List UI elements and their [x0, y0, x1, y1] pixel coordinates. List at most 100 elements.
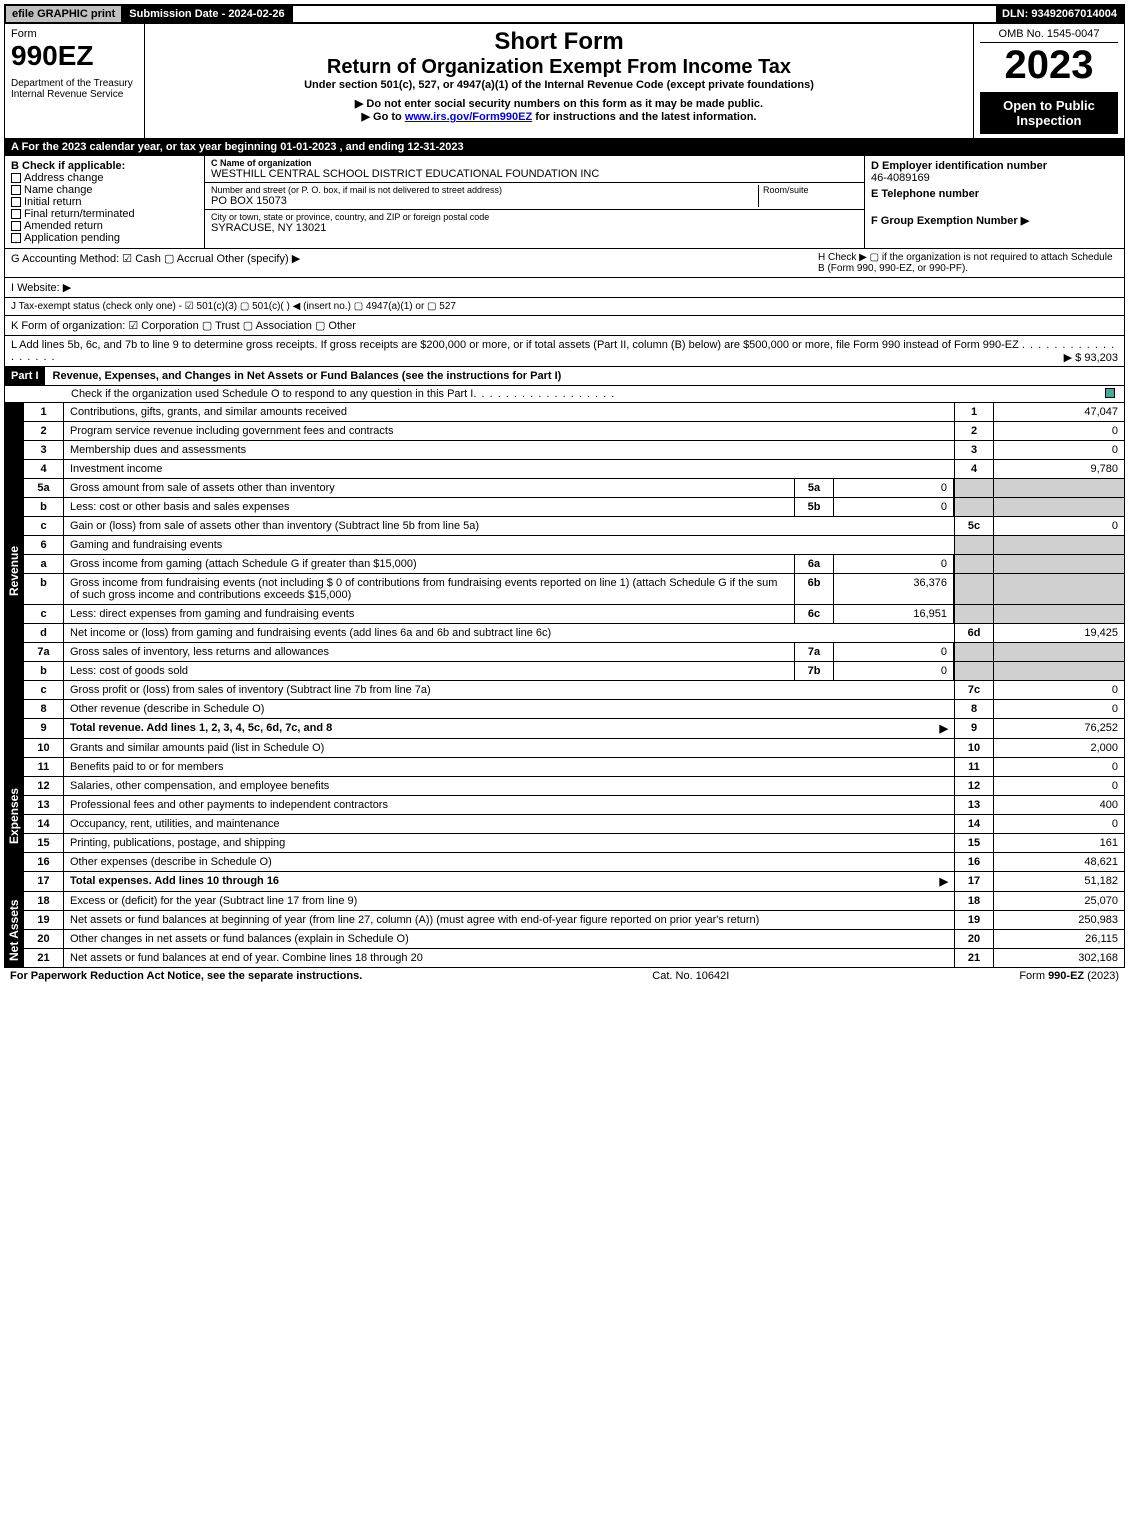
line-number: d [24, 624, 64, 642]
page-footer: For Paperwork Reduction Act Notice, see … [4, 968, 1125, 984]
line-k: K Form of organization: ☑ Corporation ▢ … [4, 316, 1125, 336]
result-value: 0 [994, 422, 1124, 440]
checkbox-icon[interactable] [11, 233, 21, 243]
result-line-number: 17 [954, 872, 994, 891]
result-line-number: 10 [954, 739, 994, 757]
line-row: 9Total revenue. Add lines 1, 2, 3, 4, 5c… [23, 719, 1125, 739]
form-number: 990EZ [11, 40, 138, 72]
result-line-number: 20 [954, 930, 994, 948]
line-row: 16Other expenses (describe in Schedule O… [23, 853, 1125, 872]
sub-line-value: 0 [834, 555, 954, 573]
result-line-number: 9 [954, 719, 994, 738]
c-label: C Name of organization [211, 158, 858, 168]
result-value: 48,621 [994, 853, 1124, 871]
line-number: c [24, 605, 64, 623]
line-row: bLess: cost or other basis and sales exp… [23, 498, 1125, 517]
ein: 46-4089169 [871, 172, 1118, 184]
line-number: 10 [24, 739, 64, 757]
line-row: 14Occupancy, rent, utilities, and mainte… [23, 815, 1125, 834]
line-description: Professional fees and other payments to … [64, 796, 954, 814]
result-value: 25,070 [994, 892, 1124, 910]
line-row: 5aGross amount from sale of assets other… [23, 479, 1125, 498]
line-row: 1Contributions, gifts, grants, and simil… [23, 403, 1125, 422]
result-line-number: 15 [954, 834, 994, 852]
line-number: 4 [24, 460, 64, 478]
top-bar: efile GRAPHIC print Submission Date - 20… [4, 4, 1125, 24]
irs-link[interactable]: www.irs.gov/Form990EZ [405, 111, 532, 123]
line-description: Program service revenue including govern… [64, 422, 954, 440]
result-line-number: 19 [954, 911, 994, 929]
line-description: Less: cost or other basis and sales expe… [64, 498, 794, 516]
line-description: Other expenses (describe in Schedule O) [64, 853, 954, 871]
checkbox-icon[interactable] [11, 185, 21, 195]
result-value: 0 [994, 517, 1124, 535]
result-value: 9,780 [994, 460, 1124, 478]
revenue-tab: Revenue [5, 403, 23, 739]
result-line-number: 11 [954, 758, 994, 776]
checkbox-icon[interactable] [11, 197, 21, 207]
result-value: 0 [994, 777, 1124, 795]
line-number: 3 [24, 441, 64, 459]
checkbox-icon[interactable] [11, 209, 21, 219]
sub-line-value: 16,951 [834, 605, 954, 623]
footer-right: Form 990-EZ (2023) [1019, 970, 1119, 982]
addr-label: Number and street (or P. O. box, if mail… [211, 185, 758, 195]
result-value: 400 [994, 796, 1124, 814]
result-value: 302,168 [994, 949, 1124, 967]
checkbox-icon[interactable] [11, 221, 21, 231]
checkbox-checked-icon[interactable] [1105, 388, 1115, 398]
line-row: bGross income from fundraising events (n… [23, 574, 1125, 605]
line-description: Net assets or fund balances at end of ye… [64, 949, 954, 967]
line-number: 16 [24, 853, 64, 871]
line-description: Salaries, other compensation, and employ… [64, 777, 954, 795]
line-row: 21Net assets or fund balances at end of … [23, 949, 1125, 968]
result-value: 0 [994, 758, 1124, 776]
efile-print[interactable]: efile GRAPHIC print [6, 6, 123, 22]
line-row: cGross profit or (loss) from sales of in… [23, 681, 1125, 700]
result-value: 0 [994, 441, 1124, 459]
line-number: 13 [24, 796, 64, 814]
form-header: Form 990EZ Department of the Treasury In… [4, 24, 1125, 139]
result-value: 51,182 [994, 872, 1124, 891]
omb: OMB No. 1545-0047 [980, 28, 1118, 43]
line-description: Other revenue (describe in Schedule O) [64, 700, 954, 718]
open-inspection: Open to Public Inspection [980, 92, 1118, 134]
sub-line-number: 5a [794, 479, 834, 497]
line-description: Gross income from fundraising events (no… [64, 574, 794, 604]
b-title: B Check if applicable: [11, 160, 198, 172]
checkbox-icon[interactable] [11, 173, 21, 183]
result-line-number: 3 [954, 441, 994, 459]
result-line-number: 7c [954, 681, 994, 699]
line-h: H Check ▶ ▢ if the organization is not r… [818, 252, 1118, 274]
line-row: 15Printing, publications, postage, and s… [23, 834, 1125, 853]
line-number: b [24, 498, 64, 516]
line-row: aGross income from gaming (attach Schedu… [23, 555, 1125, 574]
line-description: Total expenses. Add lines 10 through 16 … [64, 872, 954, 891]
b-opt: Name change [11, 184, 198, 196]
line-row: 8Other revenue (describe in Schedule O)8… [23, 700, 1125, 719]
result-value: 0 [994, 681, 1124, 699]
result-line-number: 6d [954, 624, 994, 642]
line-row: 10Grants and similar amounts paid (list … [23, 739, 1125, 758]
result-value: 0 [994, 815, 1124, 833]
line-row: cGain or (loss) from sale of assets othe… [23, 517, 1125, 536]
line-row: 13Professional fees and other payments t… [23, 796, 1125, 815]
line-number: 19 [24, 911, 64, 929]
line-a: A For the 2023 calendar year, or tax yea… [4, 139, 1125, 156]
b-opt: Final return/terminated [11, 208, 198, 220]
line-number: b [24, 662, 64, 680]
result-value: 0 [994, 700, 1124, 718]
line-row: 20Other changes in net assets or fund ba… [23, 930, 1125, 949]
line-row: 18Excess or (deficit) for the year (Subt… [23, 892, 1125, 911]
line-l: L Add lines 5b, 6c, and 7b to line 9 to … [4, 336, 1125, 367]
title-return: Return of Organization Exempt From Incom… [151, 56, 967, 79]
footer-left: For Paperwork Reduction Act Notice, see … [10, 970, 362, 982]
result-value: 2,000 [994, 739, 1124, 757]
line-row: 3Membership dues and assessments30 [23, 441, 1125, 460]
line-description: Net assets or fund balances at beginning… [64, 911, 954, 929]
line-number: 14 [24, 815, 64, 833]
line-number: 18 [24, 892, 64, 910]
result-line-number: 21 [954, 949, 994, 967]
result-value: 161 [994, 834, 1124, 852]
line-number: 6 [24, 536, 64, 554]
